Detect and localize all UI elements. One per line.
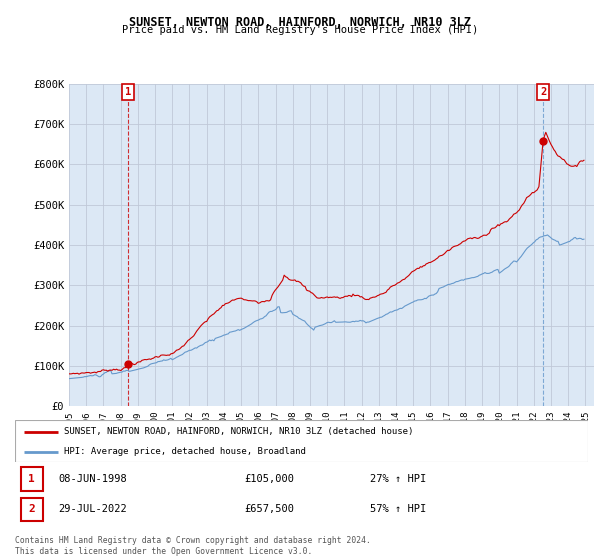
Text: 08-JUN-1998: 08-JUN-1998 bbox=[58, 474, 127, 484]
Text: SUNSET, NEWTON ROAD, HAINFORD, NORWICH, NR10 3LZ (detached house): SUNSET, NEWTON ROAD, HAINFORD, NORWICH, … bbox=[64, 427, 413, 436]
Text: 2: 2 bbox=[28, 505, 35, 515]
Text: 29-JUL-2022: 29-JUL-2022 bbox=[58, 505, 127, 515]
Text: Contains HM Land Registry data © Crown copyright and database right 2024.
This d: Contains HM Land Registry data © Crown c… bbox=[15, 536, 371, 556]
Bar bbox=[21, 467, 43, 491]
Text: SUNSET, NEWTON ROAD, HAINFORD, NORWICH, NR10 3LZ: SUNSET, NEWTON ROAD, HAINFORD, NORWICH, … bbox=[129, 16, 471, 29]
Text: £657,500: £657,500 bbox=[244, 505, 294, 515]
Text: £105,000: £105,000 bbox=[244, 474, 294, 484]
Text: 1: 1 bbox=[125, 87, 131, 97]
Text: HPI: Average price, detached house, Broadland: HPI: Average price, detached house, Broa… bbox=[64, 447, 305, 456]
Text: Price paid vs. HM Land Registry's House Price Index (HPI): Price paid vs. HM Land Registry's House … bbox=[122, 25, 478, 35]
Bar bbox=[21, 497, 43, 521]
Text: 2: 2 bbox=[540, 87, 546, 97]
Text: 57% ↑ HPI: 57% ↑ HPI bbox=[370, 505, 427, 515]
Text: 1: 1 bbox=[28, 474, 35, 484]
Text: 27% ↑ HPI: 27% ↑ HPI bbox=[370, 474, 427, 484]
